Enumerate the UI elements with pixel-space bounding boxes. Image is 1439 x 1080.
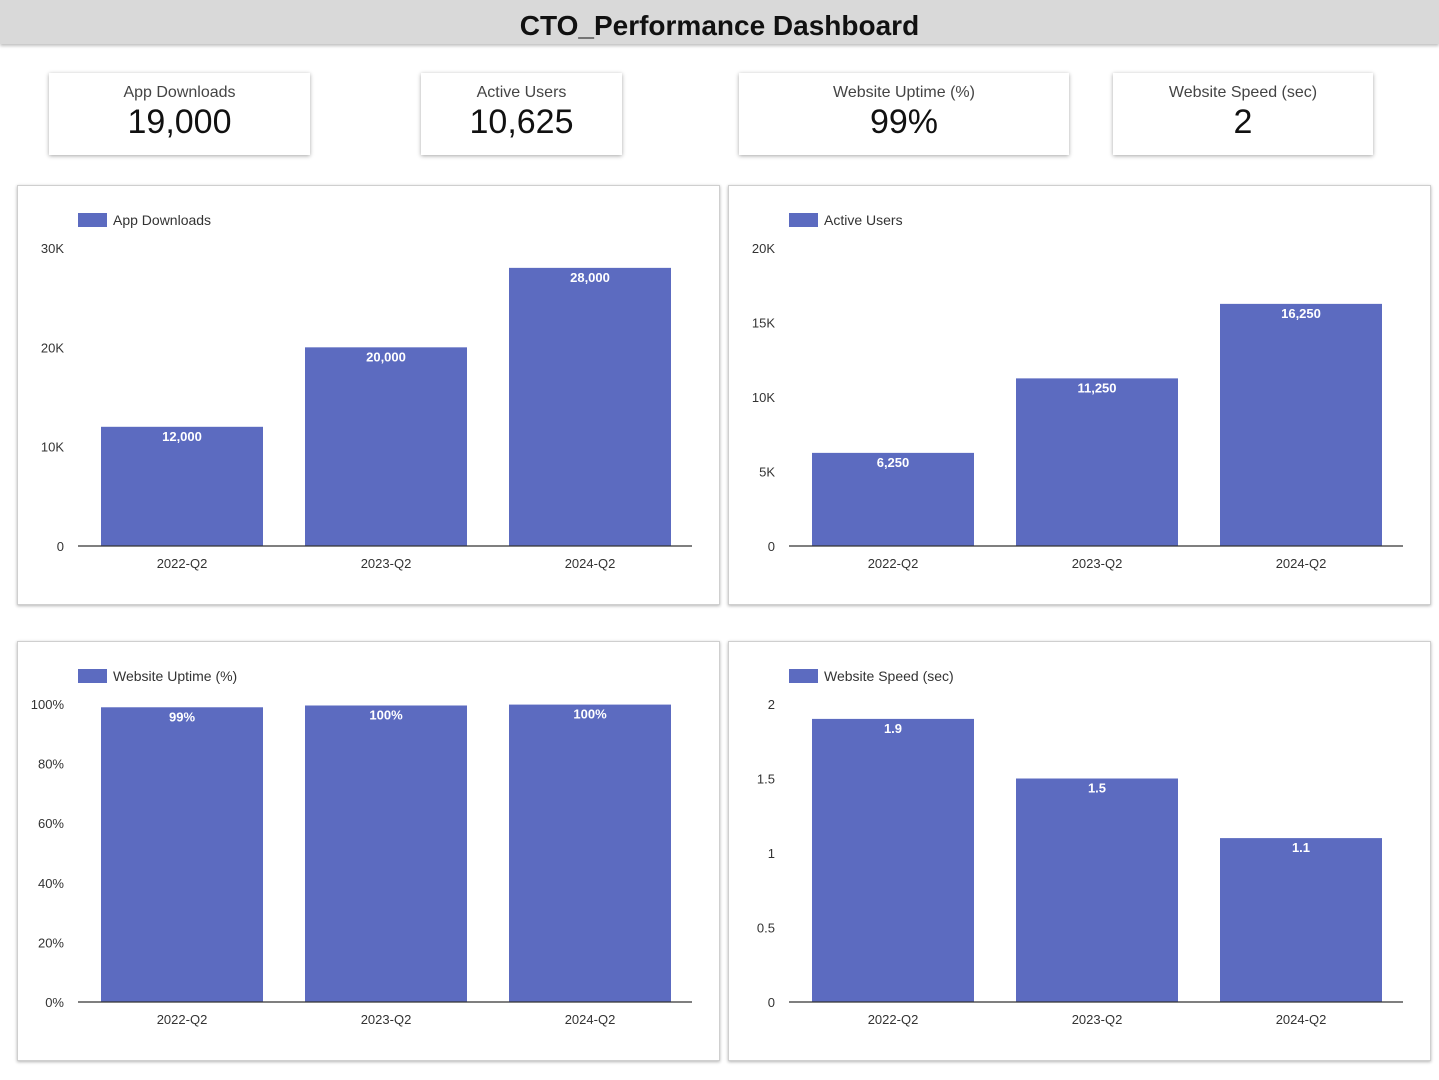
data-label: 16,250 xyxy=(1281,306,1321,321)
data-label: 6,250 xyxy=(877,455,910,470)
bar[interactable] xyxy=(101,426,263,546)
y-tick-label: 2 xyxy=(768,697,775,712)
kpi-value: 10,625 xyxy=(469,103,574,141)
kpi-label: App Downloads xyxy=(123,84,236,101)
kpi-card-active-users[interactable]: Active Users 10,625 xyxy=(421,73,622,155)
kpi-card-website-speed[interactable]: Website Speed (sec) 2 xyxy=(1113,73,1373,155)
y-tick-label: 10K xyxy=(752,390,775,405)
legend-label: App Downloads xyxy=(113,212,211,228)
bar[interactable] xyxy=(1016,778,1178,1003)
x-tick-label: 2024-Q2 xyxy=(565,556,616,571)
data-label: 11,250 xyxy=(1077,380,1116,395)
website-uptime-bar-chart[interactable]: Website Uptime (%) 0% 20% 40% 60% 80% 100% 99% 2… xyxy=(18,642,719,1060)
chart-panel-app-downloads[interactable]: App Downloads 0 10K 20K 30K 12,000 2022-Q2 20,0… xyxy=(17,185,720,605)
y-tick-label: 0% xyxy=(45,995,64,1010)
kpi-value: 99% xyxy=(869,103,939,141)
bar[interactable] xyxy=(509,704,671,1002)
legend: Website Speed (sec) xyxy=(789,668,954,684)
chart-panel-active-users[interactable]: Active Users 0 5K 10K 15K 20K 6,250 2022-Q2 11,2… xyxy=(728,185,1431,605)
kpi-card-app-downloads[interactable]: App Downloads 19,000 xyxy=(49,73,310,155)
y-tick-label: 60% xyxy=(38,816,64,831)
kpi-label: Website Uptime (%) xyxy=(833,84,975,101)
y-tick-label: 40% xyxy=(38,876,64,891)
website-speed-bar-chart[interactable]: Website Speed (sec) 0 0.5 1 1.5 2 1.9 2022-Q2 1.… xyxy=(729,642,1430,1060)
data-label: 12,000 xyxy=(162,429,202,444)
y-tick-label: 20K xyxy=(752,241,775,256)
y-tick-label: 0.5 xyxy=(757,921,775,936)
y-tick-label: 0 xyxy=(768,539,775,554)
kpi-label: Website Speed (sec) xyxy=(1168,84,1318,101)
x-tick-label: 2022-Q2 xyxy=(157,556,208,571)
x-tick-label: 2024-Q2 xyxy=(1276,556,1327,571)
y-tick-label: 0 xyxy=(57,539,64,554)
active-users-bar-chart[interactable]: Active Users 0 5K 10K 15K 20K 6,250 2022-Q2 11,2… xyxy=(729,186,1430,604)
data-label: 1.1 xyxy=(1292,840,1310,855)
data-label: 20,000 xyxy=(366,349,406,364)
kpi-label: Active Users xyxy=(476,84,567,101)
x-tick-label: 2023-Q2 xyxy=(1072,556,1123,571)
y-tick-label: 20% xyxy=(38,935,64,950)
y-tick-label: 15K xyxy=(752,316,775,331)
data-label: 1.5 xyxy=(1088,781,1106,796)
bar[interactable] xyxy=(101,707,263,1002)
data-label: 99% xyxy=(169,709,195,724)
kpi-value: 2 xyxy=(1233,103,1253,141)
legend-label: Website Uptime (%) xyxy=(113,668,237,684)
legend-swatch xyxy=(789,669,818,683)
y-tick-label: 1.5 xyxy=(757,772,775,787)
chart-panel-website-uptime[interactable]: Website Uptime (%) 0% 20% 40% 60% 80% 100% 99% 2… xyxy=(17,641,720,1061)
y-tick-label: 20K xyxy=(41,340,64,355)
y-tick-label: 10K xyxy=(41,440,64,455)
y-tick-label: 100% xyxy=(31,697,65,712)
x-tick-label: 2023-Q2 xyxy=(361,1012,412,1027)
kpi-value: 19,000 xyxy=(127,103,232,141)
page-title: CTO_Performance Dashboard xyxy=(519,10,920,41)
legend: Website Uptime (%) xyxy=(78,668,237,684)
legend-swatch xyxy=(78,669,107,683)
x-tick-label: 2022-Q2 xyxy=(868,1012,919,1027)
y-tick-label: 5K xyxy=(759,465,775,480)
x-tick-label: 2022-Q2 xyxy=(868,556,919,571)
legend-label: Website Speed (sec) xyxy=(824,668,954,684)
legend: Active Users xyxy=(789,212,903,228)
app-downloads-bar-chart[interactable]: App Downloads 0 10K 20K 30K 12,000 2022-Q2 20,0… xyxy=(18,186,719,604)
x-tick-label: 2023-Q2 xyxy=(361,556,412,571)
bar[interactable] xyxy=(1220,303,1382,546)
data-label: 100% xyxy=(573,707,607,722)
x-tick-label: 2023-Q2 xyxy=(1072,1012,1123,1027)
dashboard-header: CTO_Performance Dashboard xyxy=(0,0,1439,44)
legend-swatch xyxy=(789,213,818,227)
data-label: 100% xyxy=(369,707,403,722)
x-tick-label: 2022-Q2 xyxy=(157,1012,208,1027)
bar[interactable] xyxy=(305,347,467,546)
legend-label: Active Users xyxy=(824,212,903,228)
data-label: 1.9 xyxy=(884,721,902,736)
bar[interactable] xyxy=(812,718,974,1002)
bar[interactable] xyxy=(305,705,467,1002)
chart-panel-website-speed[interactable]: Website Speed (sec) 0 0.5 1 1.5 2 1.9 2022-Q2 1.… xyxy=(728,641,1431,1061)
bar[interactable] xyxy=(1220,838,1382,1002)
bar[interactable] xyxy=(1016,378,1178,546)
kpi-card-website-uptime[interactable]: Website Uptime (%) 99% xyxy=(739,73,1069,155)
y-tick-label: 0 xyxy=(768,995,775,1010)
y-tick-label: 80% xyxy=(38,757,64,772)
bar[interactable] xyxy=(509,267,671,546)
x-tick-label: 2024-Q2 xyxy=(1276,1012,1327,1027)
data-label: 28,000 xyxy=(570,270,610,285)
x-tick-label: 2024-Q2 xyxy=(565,1012,616,1027)
legend-swatch xyxy=(78,213,107,227)
legend: App Downloads xyxy=(78,212,211,228)
y-tick-label: 1 xyxy=(768,846,775,861)
bar[interactable] xyxy=(812,452,974,546)
y-tick-label: 30K xyxy=(41,241,64,256)
